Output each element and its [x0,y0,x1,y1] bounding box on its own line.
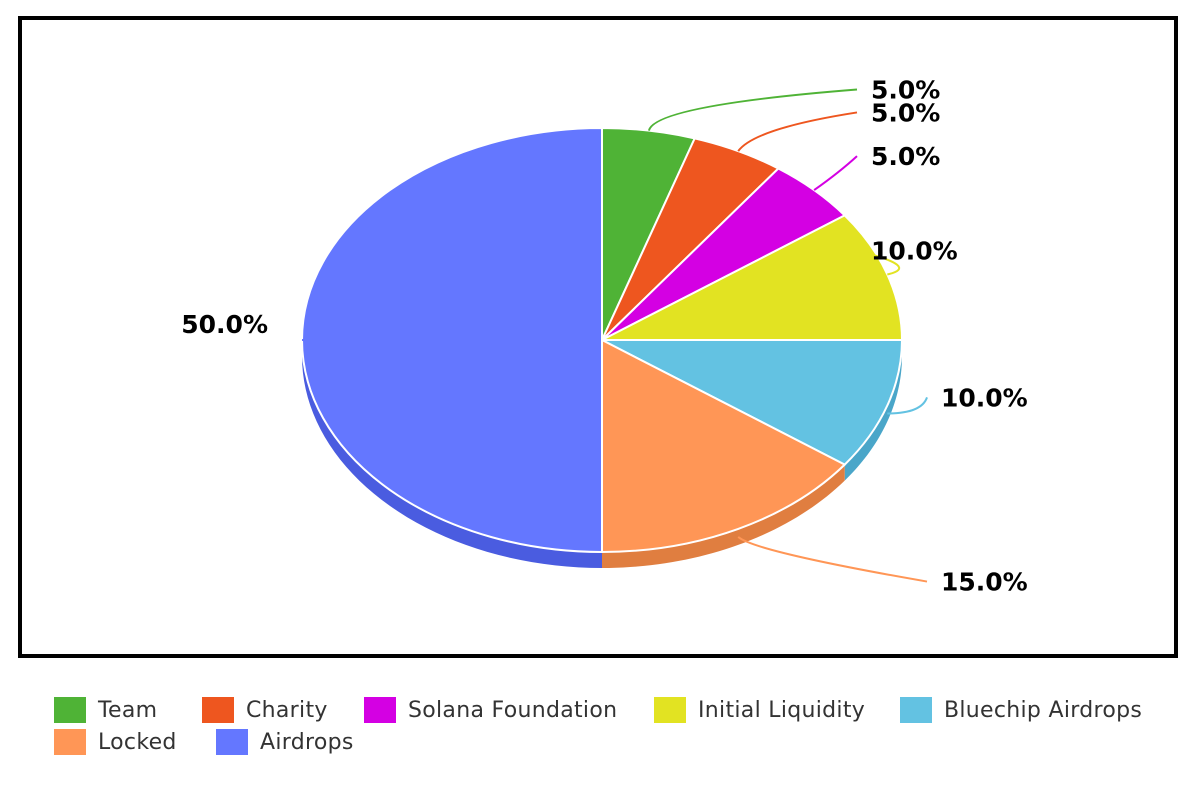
pie-depth-5 [844,340,902,481]
legend-label: Solana Foundation [408,697,618,723]
slice-value-label: 15.0% [941,568,1028,597]
legend-swatch [54,697,86,723]
legend-item-team[interactable]: Team [54,696,157,724]
legend-swatch [54,729,86,755]
leader-line-1 [647,88,858,132]
legend-item-charity[interactable]: Charity [202,696,328,724]
legend-swatch [364,697,396,723]
legend-item-airdrops[interactable]: Airdrops [216,728,354,756]
pie-slice-airdrops[interactable] [301,127,603,553]
leader-line-6 [737,536,928,583]
slice-value-label: 50.0% [181,310,268,339]
pie-slice-initial-liquidity[interactable] [601,214,903,341]
slice-value-label: 10.0% [941,383,1028,412]
leader-line-5 [887,396,928,415]
legend-swatch [216,729,248,755]
legend-swatch [900,697,932,723]
pie-depth-6 [602,464,845,568]
legend-swatch [202,697,234,723]
pie-depth [302,340,902,568]
leader-line-2 [737,111,858,152]
legend-label: Airdrops [260,729,354,755]
legend-label: Locked [98,729,177,755]
leader-line-3 [813,155,858,191]
leader-line-4 [856,249,901,276]
legend-item-initial-liquidity[interactable]: Initial Liquidity [654,696,865,724]
legend-swatch [654,697,686,723]
legend-label: Team [98,697,158,723]
legend-item-bluechip-airdrops[interactable]: Bluechip Airdrops [900,696,1142,724]
pie-slice-bluechip-airdrops[interactable] [601,339,903,466]
chart-frame: 5.0% 5.0% 5.0% 10.0% 10.0% 15.0% 50.0% [18,16,1178,658]
legend-item-locked[interactable]: Locked [54,728,177,756]
legend-label: Bluechip Airdrops [944,697,1143,723]
slice-value-label: 10.0% [871,237,958,266]
slice-value-label: 5.0% [871,142,940,171]
legend-label: Initial Liquidity [698,697,866,723]
slice-value-label: 5.0% [871,98,940,127]
legend-item-solana-foundation[interactable]: Solana Foundation [364,696,617,724]
legend-label: Charity [246,697,328,723]
slice-value-label: 5.0% [871,75,940,104]
pie-chart: 5.0%5.0%5.0%10.0%10.0%15.0%50.0% [181,75,1028,597]
pie-slice-locked[interactable] [601,339,846,553]
